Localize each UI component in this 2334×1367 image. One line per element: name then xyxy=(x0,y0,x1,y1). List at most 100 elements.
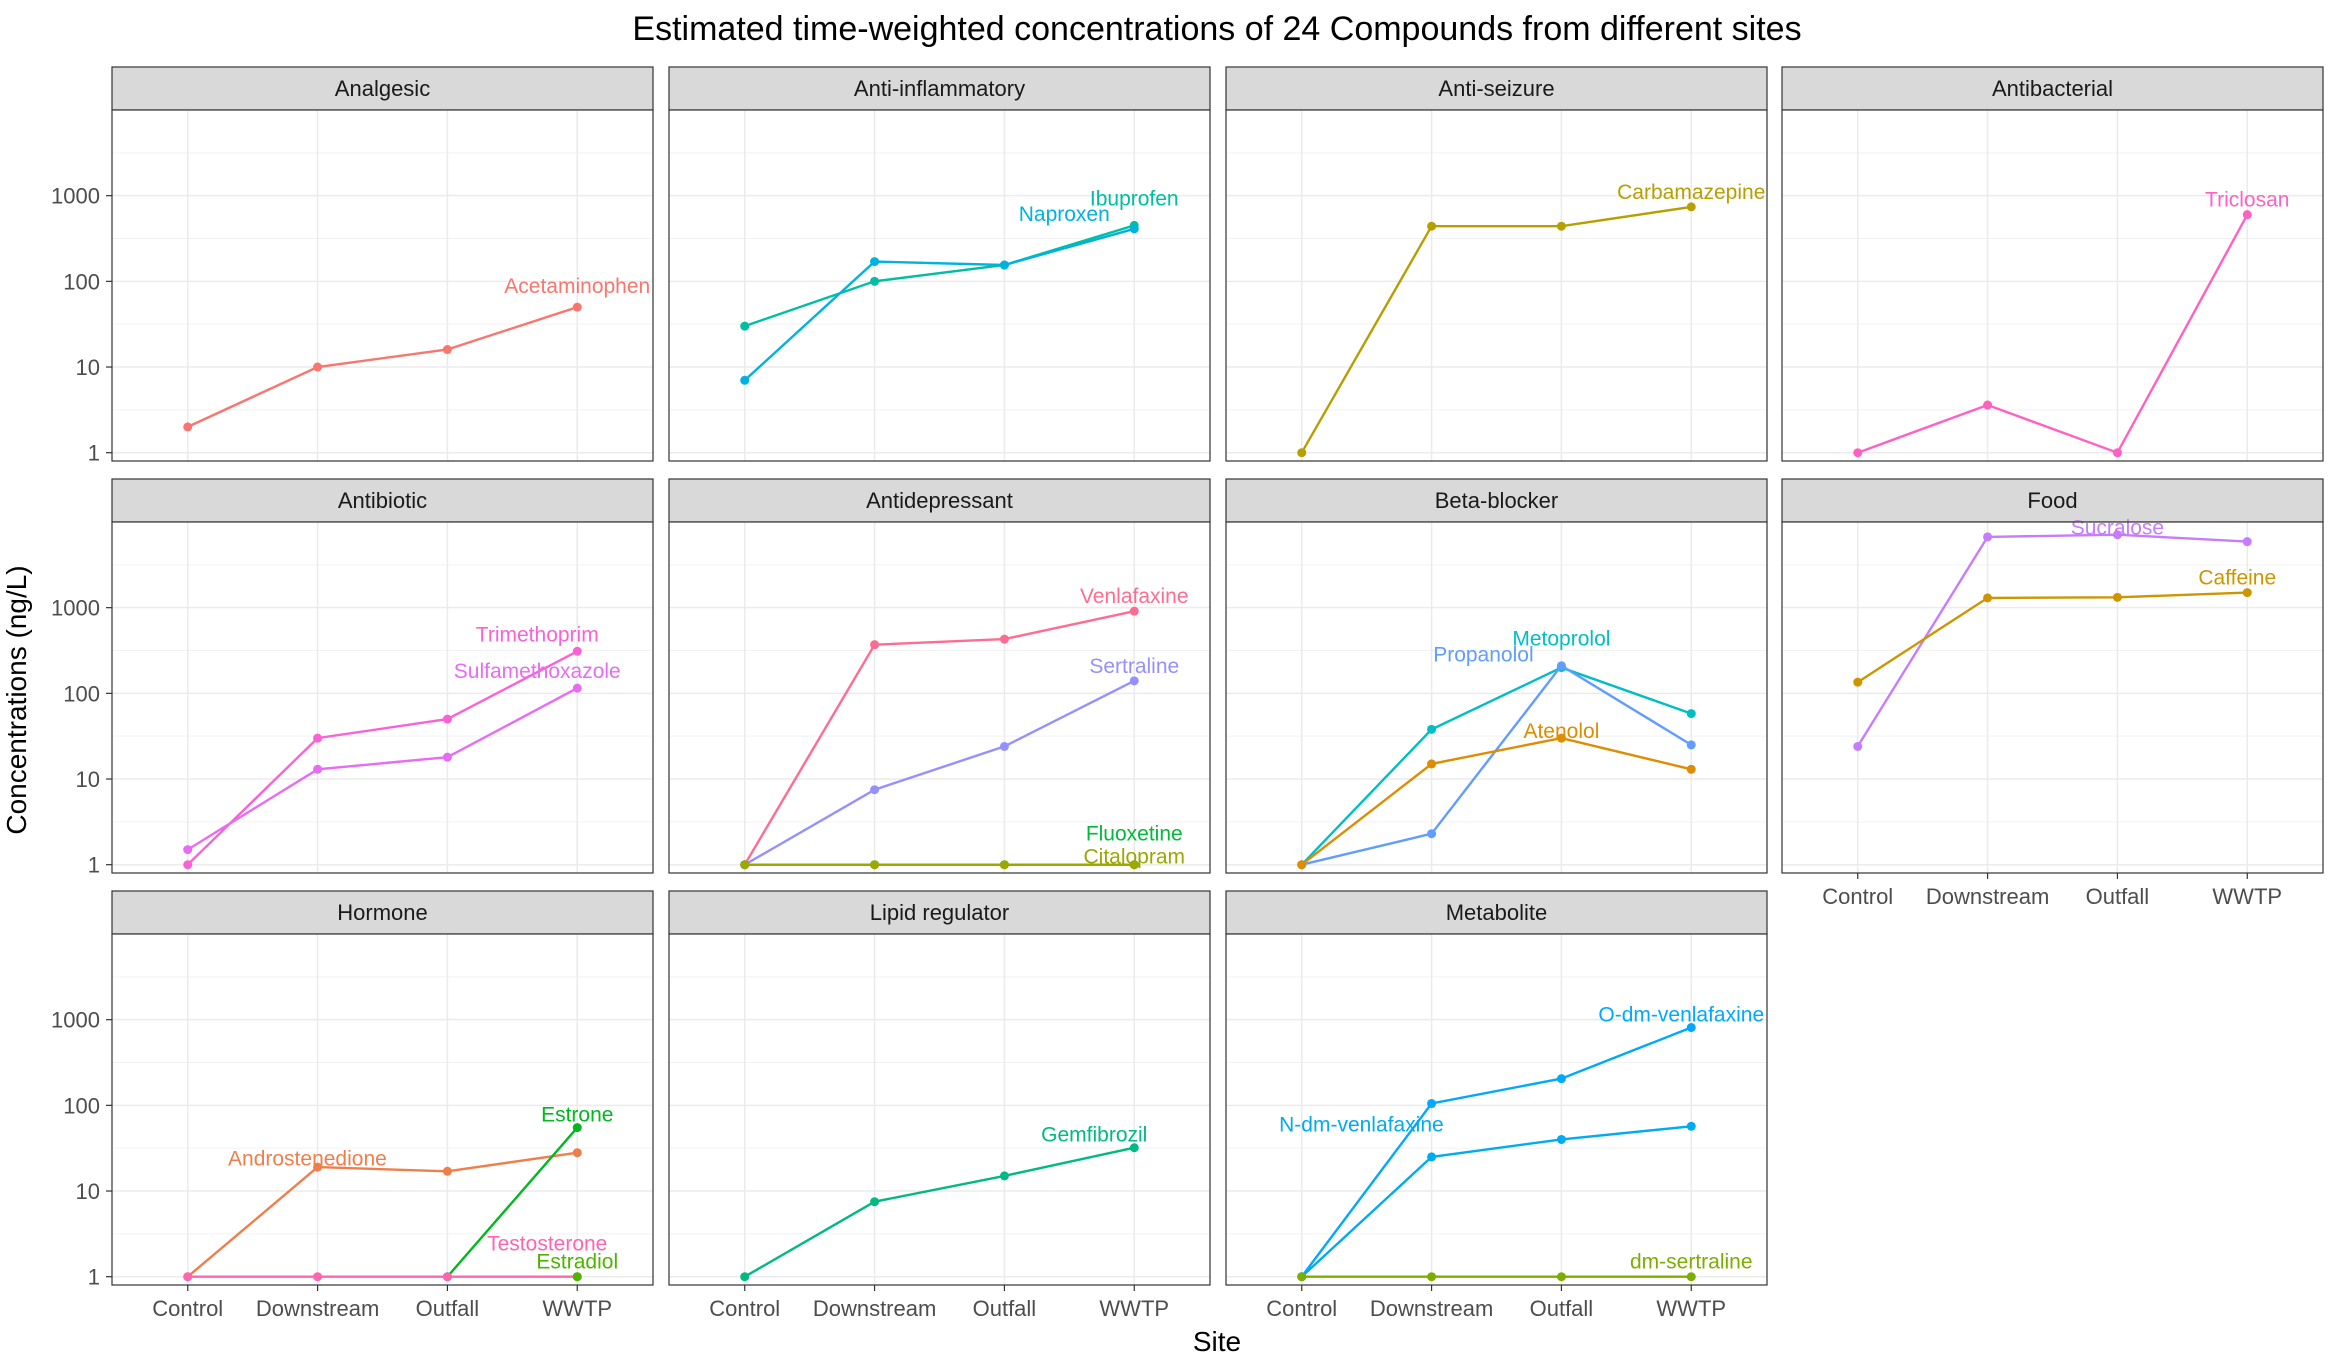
facet-title-analgesic: Analgesic xyxy=(335,76,430,101)
facet-title-lipid-regulator: Lipid regulator xyxy=(870,900,1009,925)
data-point-sertraline-outfall xyxy=(999,741,1009,751)
series-label-estradiol: Estradiol xyxy=(536,1251,618,1274)
data-point-sucralose-outfall xyxy=(2112,530,2122,540)
facet-antibacterial: Antibacterial Triclosan xyxy=(1781,66,2324,462)
y-tick-label: 1000 xyxy=(51,1008,100,1033)
series-label-sucralose: Sucralose xyxy=(2071,517,2164,540)
data-point-n-dm-venlafaxine-wwtp xyxy=(1686,1121,1696,1131)
x-tick-label-wwtp: WWTP xyxy=(542,1296,612,1321)
series-line-metoprolol xyxy=(1300,666,1692,866)
data-point-sucralose-downstream xyxy=(1983,532,1993,542)
panel-border-analgesic xyxy=(111,109,654,462)
data-point-trimethoprim-control xyxy=(183,860,193,870)
series-line-venlafaxine xyxy=(743,610,1135,866)
y-tick-label: 10 xyxy=(76,767,100,792)
data-point-trimethoprim-downstream xyxy=(313,733,323,743)
y-tick-label: 1000 xyxy=(51,184,100,209)
panel-background-lipid-regulator xyxy=(669,934,1210,1285)
data-point-metoprolol-wwtp xyxy=(1686,709,1696,719)
facet-food: Food Sucralose Caffeine Control Downstream Ou… xyxy=(1781,478,2324,909)
panel-background-antidepressant xyxy=(669,522,1210,873)
facet-antidepressant: Antidepressant Venlafaxine Sertraline Fluox… xyxy=(668,478,1211,874)
facet-hormone: Hormone Androstenedione Estrone Testosteron… xyxy=(51,890,654,1321)
series-label-fluoxetine: Fluoxetine xyxy=(1086,823,1183,846)
series-label-estrone: Estrone xyxy=(541,1104,613,1127)
series-label-venlafaxine: Venlafaxine xyxy=(1080,585,1189,608)
x-tick-label-control: Control xyxy=(709,1296,780,1321)
data-point-carbamazepine-outfall xyxy=(1556,221,1566,231)
panel-border-hormone xyxy=(111,933,654,1286)
data-point-testosterone-downstream xyxy=(313,1272,323,1282)
data-point-testosterone-outfall xyxy=(442,1272,452,1282)
data-point-citalopram-wwtp xyxy=(1129,860,1139,870)
data-point-o-dm-venlafaxine-downstream xyxy=(1427,1099,1437,1109)
data-point-caffeine-outfall xyxy=(2112,592,2122,602)
series-line-estrone xyxy=(446,1126,579,1278)
data-point-carbamazepine-downstream xyxy=(1427,221,1437,231)
data-point-acetaminophen-outfall xyxy=(442,345,452,355)
facet-strip-antidepressant xyxy=(668,478,1211,523)
data-point-venlafaxine-outfall xyxy=(999,634,1009,644)
x-tick-label-control: Control xyxy=(152,1296,223,1321)
data-point-atenolol-downstream xyxy=(1427,759,1437,769)
panel-border-lipid-regulator xyxy=(668,933,1211,1286)
series-label-trimethoprim: Trimethoprim xyxy=(476,623,599,646)
y-tick-label: 10 xyxy=(76,1179,100,1204)
data-point-gemfibrozil-wwtp xyxy=(1129,1143,1139,1153)
series-line-trimethoprim xyxy=(186,650,578,866)
data-point-sucralose-wwtp xyxy=(2242,537,2252,547)
x-tick-label-wwtp: WWTP xyxy=(1099,1296,1169,1321)
panel-border-antibacterial xyxy=(1781,109,2324,462)
data-point-androstenedione-outfall xyxy=(442,1166,452,1176)
series-line-propanolol xyxy=(1301,664,1692,866)
facet-strip-anti-inflammatory xyxy=(668,66,1211,111)
facet-title-antibacterial: Antibacterial xyxy=(1992,76,2113,101)
series-label-dm-sertraline: dm-sertraline xyxy=(1630,1251,1753,1274)
panel-background-antibiotic xyxy=(112,522,653,873)
series-label-acetaminophen: Acetaminophen xyxy=(504,275,650,298)
facet-strip-anti-seizure xyxy=(1225,66,1768,111)
y-tick-label: 100 xyxy=(63,1093,100,1118)
series-label-metoprolol: Metoprolol xyxy=(1512,628,1610,651)
data-point-androstenedione-downstream xyxy=(313,1162,323,1172)
series-label-ibuprofen: Ibuprofen xyxy=(1090,187,1179,210)
facet-strip-beta-blocker xyxy=(1225,478,1768,523)
data-point-atenolol-outfall xyxy=(1556,733,1566,743)
y-tick-label: 100 xyxy=(63,269,100,294)
data-point-ibuprofen-control xyxy=(740,321,750,331)
facet-panels: Analgesic Acetaminophen 1 10 100 1000 Anti-inf… xyxy=(51,66,2324,1321)
x-tick-label-outfall: Outfall xyxy=(416,1296,480,1321)
facet-strip-metabolite xyxy=(1225,890,1768,935)
facet-title-food: Food xyxy=(2027,488,2077,513)
data-point-dm-sertraline-downstream xyxy=(1427,1272,1437,1282)
x-tick-label-wwtp: WWTP xyxy=(1656,1296,1726,1321)
x-axis-title: Site xyxy=(1193,1326,1241,1357)
data-point-triclosan-control xyxy=(1853,448,1863,458)
series-label-naproxen: Naproxen xyxy=(1019,203,1110,226)
data-point-citalopram-control xyxy=(740,860,750,870)
y-axis-title: Concentrations (ng/L) xyxy=(1,565,32,834)
facet-anti-seizure: Anti-seizure Carbamazepine xyxy=(1225,66,1768,462)
data-point-metoprolol-downstream xyxy=(1427,724,1437,734)
data-point-propanolol-wwtp xyxy=(1686,740,1696,750)
facet-title-metabolite: Metabolite xyxy=(1446,900,1548,925)
data-point-androstenedione-wwtp xyxy=(572,1148,582,1158)
data-point-triclosan-wwtp xyxy=(2242,210,2252,220)
data-point-sulfamethoxazole-wwtp xyxy=(572,683,582,693)
series-label-sulfamethoxazole: Sulfamethoxazole xyxy=(454,660,621,683)
facet-strip-hormone xyxy=(111,890,654,935)
data-point-sulfamethoxazole-downstream xyxy=(313,764,323,774)
data-point-trimethoprim-wwtp xyxy=(572,646,582,656)
series-label-androstenedione: Androstenedione xyxy=(228,1147,387,1170)
chart-title: Estimated time-weighted concentrations o… xyxy=(632,10,1801,48)
y-tick-label: 1 xyxy=(88,441,100,466)
data-point-caffeine-downstream xyxy=(1983,593,1993,603)
series-line-naproxen xyxy=(743,227,1135,382)
data-point-triclosan-downstream xyxy=(1983,400,1993,410)
data-point-citalopram-downstream xyxy=(870,860,880,870)
series-line-gemfibrozil xyxy=(744,1146,1135,1278)
facet-strip-food xyxy=(1781,478,2324,523)
data-point-acetaminophen-downstream xyxy=(313,362,323,372)
x-tick-label-downstream: Downstream xyxy=(256,1296,379,1321)
